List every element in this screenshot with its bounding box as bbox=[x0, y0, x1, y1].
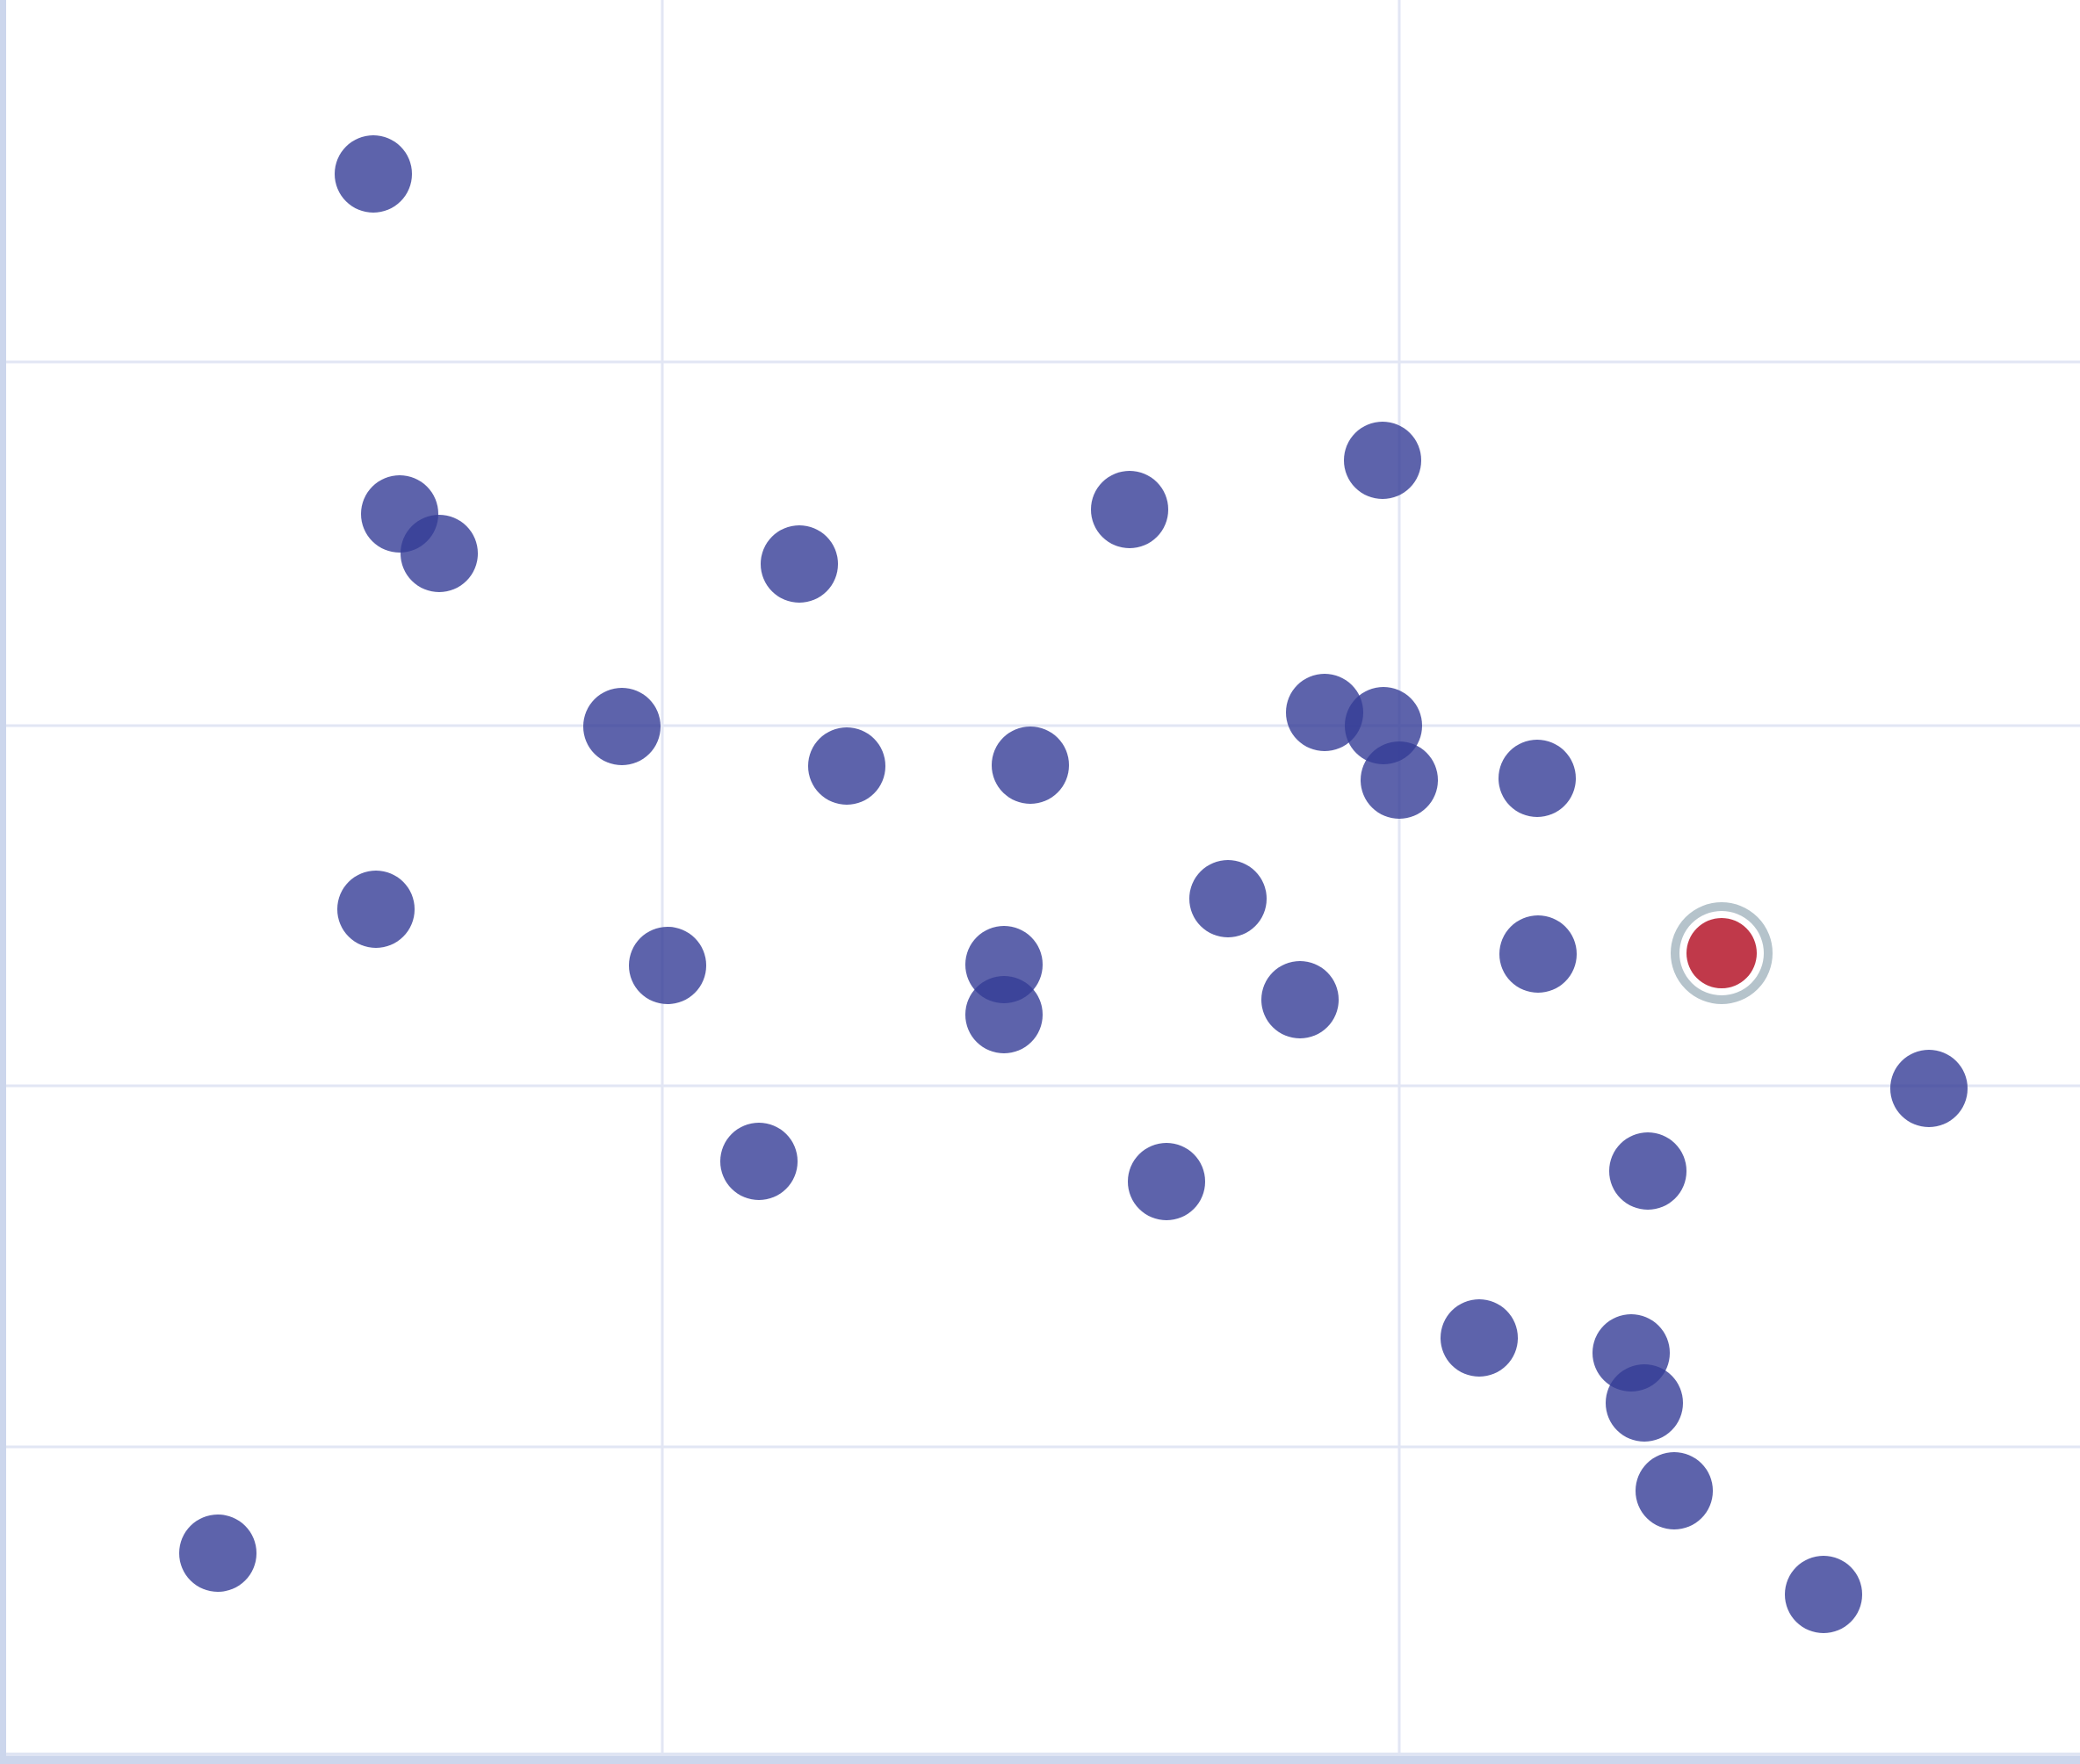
data-point[interactable] bbox=[1606, 1364, 1683, 1442]
data-point[interactable] bbox=[179, 1515, 256, 1592]
data-point[interactable] bbox=[1261, 961, 1339, 1038]
data-point[interactable] bbox=[335, 135, 412, 213]
data-point[interactable] bbox=[1499, 740, 1576, 817]
plot-left-border bbox=[0, 0, 6, 1764]
data-point[interactable] bbox=[761, 525, 838, 603]
data-point[interactable] bbox=[992, 727, 1069, 804]
data-point[interactable] bbox=[1189, 860, 1267, 937]
data-point[interactable] bbox=[808, 727, 885, 805]
data-point[interactable] bbox=[1499, 915, 1577, 993]
data-point[interactable] bbox=[1890, 1050, 1968, 1127]
data-point[interactable] bbox=[337, 871, 415, 948]
highlighted-point-ring bbox=[1671, 902, 1773, 1004]
data-point[interactable] bbox=[1441, 1299, 1518, 1377]
data-point[interactable] bbox=[1344, 422, 1421, 499]
data-point[interactable] bbox=[1361, 741, 1438, 819]
data-point[interactable] bbox=[720, 1123, 798, 1200]
bottom-edge-line bbox=[0, 1753, 2080, 1756]
highlighted-point[interactable] bbox=[1686, 918, 1757, 988]
data-point[interactable] bbox=[1286, 674, 1363, 751]
data-point[interactable] bbox=[965, 976, 1043, 1053]
data-point[interactable] bbox=[1091, 471, 1168, 548]
data-point[interactable] bbox=[583, 688, 661, 765]
plot-bottom-border bbox=[0, 1756, 2080, 1764]
data-point[interactable] bbox=[1609, 1132, 1686, 1210]
data-point[interactable] bbox=[401, 515, 478, 592]
data-point[interactable] bbox=[1128, 1143, 1205, 1220]
data-point[interactable] bbox=[1785, 1556, 1862, 1633]
data-point[interactable] bbox=[629, 927, 706, 1004]
data-point[interactable] bbox=[1636, 1452, 1713, 1529]
